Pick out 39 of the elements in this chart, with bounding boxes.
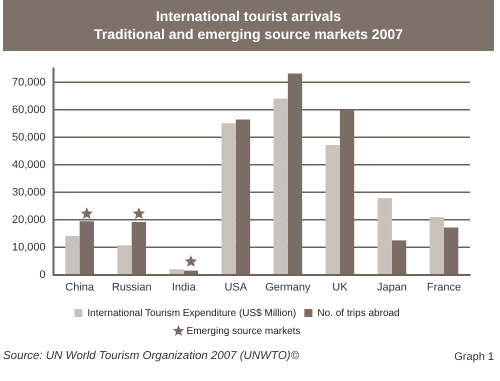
bar <box>444 228 458 274</box>
chart-title: International tourist arrivals <box>154 7 342 25</box>
legend-label: International Tourism Expenditure (US$ Million) <box>87 308 296 319</box>
y-tick-label: 50,000 <box>12 131 46 144</box>
y-tick-label: 10,000 <box>12 241 46 254</box>
x-tick-label: USA <box>224 281 248 294</box>
bar <box>169 269 184 274</box>
bar <box>80 221 94 274</box>
bar <box>430 217 444 274</box>
y-tick-label: 70,000 <box>12 76 46 88</box>
x-tick-label: China <box>65 281 95 294</box>
x-tick-label: France <box>426 281 462 294</box>
bar <box>378 198 392 274</box>
y-tick-label: 0 <box>40 268 46 281</box>
x-tick-label: Germany <box>265 281 311 294</box>
bar <box>274 98 288 274</box>
x-tick-label: Japan <box>376 281 407 294</box>
bar <box>117 245 132 274</box>
bar <box>65 236 80 274</box>
bar <box>221 123 236 274</box>
y-tick-label: 30,000 <box>12 186 46 198</box>
bar <box>392 240 406 274</box>
bar <box>132 222 146 274</box>
x-tick-label: India <box>172 281 197 294</box>
x-tick-label: UK <box>332 281 348 294</box>
bar <box>340 110 354 274</box>
caption: Graph 1 <box>454 351 494 363</box>
bar <box>236 119 250 274</box>
y-tick-label: 20,000 <box>12 214 46 226</box>
bar <box>326 145 340 274</box>
x-tick-label: Russian <box>112 281 152 294</box>
bar <box>288 74 302 274</box>
chart-subtitle: Traditional and emerging source markets 2007 <box>93 25 404 43</box>
source-note: Source: UN World Tourism Organization 2007 (UNWTO)© <box>3 350 300 362</box>
y-tick-label: 40,000 <box>12 158 46 171</box>
y-tick-label: 60,000 <box>12 104 46 116</box>
legend-label: No. of trips abroad <box>317 308 400 319</box>
legend-label: Emerging source markets <box>186 326 300 337</box>
bar <box>184 270 198 274</box>
